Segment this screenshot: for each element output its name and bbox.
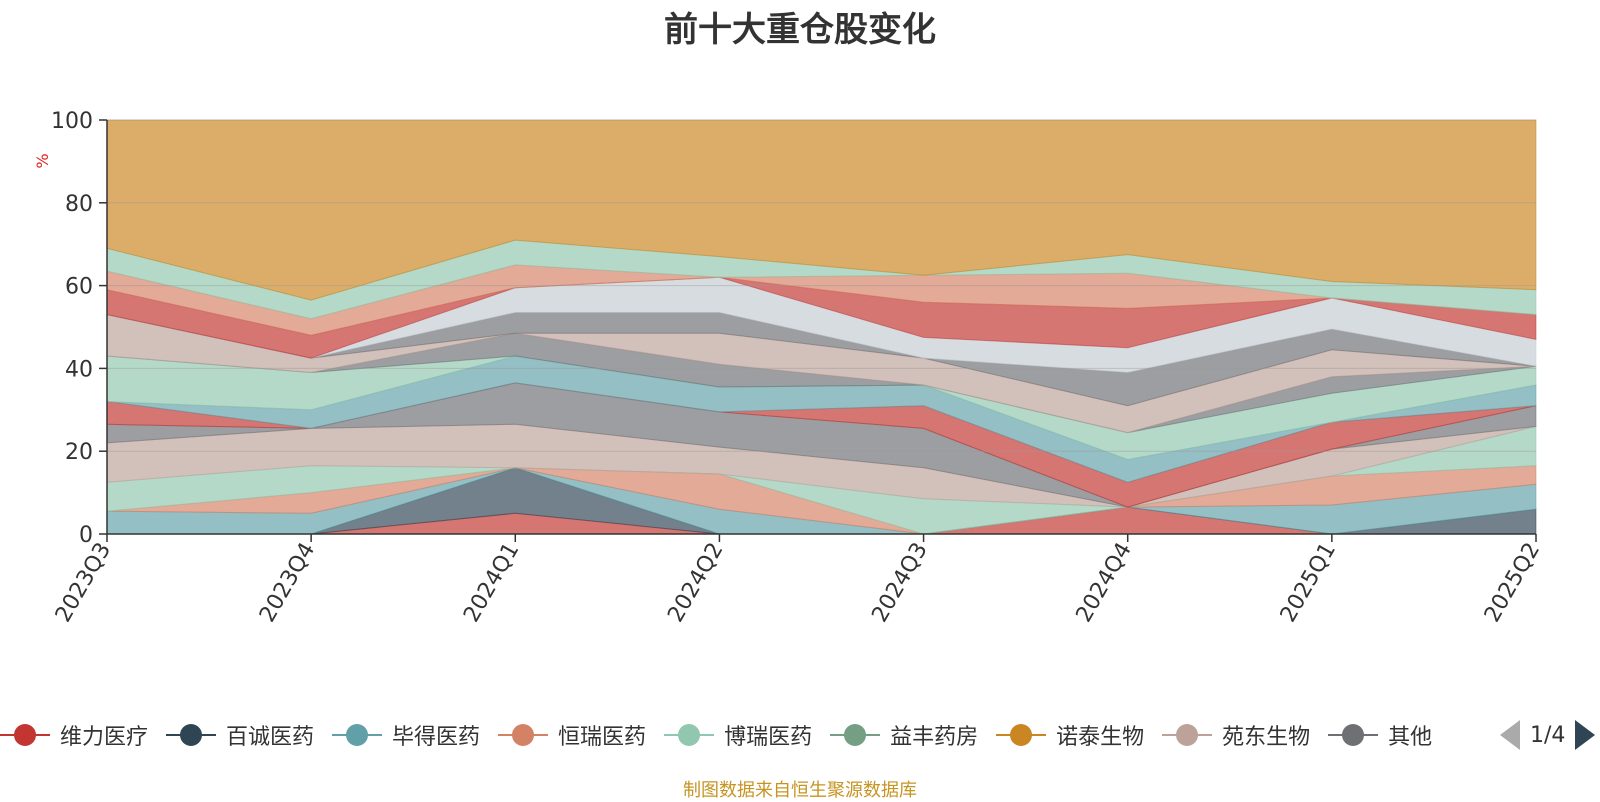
legend-marker-icon bbox=[830, 723, 881, 747]
legend-label: 恒瑞医药 bbox=[558, 725, 647, 750]
legend-pager: 1/4 bbox=[1500, 717, 1596, 753]
chart-title: 前十大重仓股变化 bbox=[664, 10, 936, 50]
legend-item[interactable]: 苑东生物 bbox=[1162, 715, 1310, 755]
legend-label: 博瑞医药 bbox=[724, 725, 813, 750]
legend-marker-icon bbox=[332, 723, 383, 747]
legend-viewport: 维力医疗 百诚医药 毕得医药 恒瑞医药 博瑞医药 益丰药房 诺泰生物 苑东生物 其他 bbox=[0, 715, 1484, 755]
legend-marker-icon bbox=[498, 723, 549, 747]
legend-prev-page-button[interactable] bbox=[1500, 720, 1520, 750]
x-tick-label: 2024Q3 bbox=[867, 539, 932, 627]
y-tick-label: 20 bbox=[65, 440, 93, 465]
legend-marker-icon bbox=[996, 723, 1047, 747]
x-tick-label: 2024Q4 bbox=[1072, 539, 1137, 627]
legend-label: 维力医疗 bbox=[60, 725, 149, 750]
legend-marker-icon bbox=[0, 723, 50, 747]
area-band bbox=[106, 119, 1537, 301]
data-source-note: 制图数据来自恒生聚源数据库 bbox=[683, 780, 917, 801]
legend-item[interactable]: 益丰药房 bbox=[830, 715, 978, 755]
legend-label: 毕得医药 bbox=[392, 725, 481, 750]
y-tick-label: 40 bbox=[65, 357, 93, 382]
legend-item[interactable]: 诺泰生物 bbox=[996, 715, 1144, 755]
legend-item[interactable]: 维力医疗 bbox=[0, 715, 148, 755]
legend-label: 其他 bbox=[1388, 725, 1433, 750]
y-tick-label: 60 bbox=[65, 275, 93, 300]
grid-lines bbox=[107, 119, 1536, 452]
y-axis-unit: % bbox=[33, 153, 52, 168]
x-tick-label: 2024Q2 bbox=[663, 539, 728, 627]
legend-label: 诺泰生物 bbox=[1056, 725, 1145, 750]
legend-marker-icon bbox=[1162, 723, 1213, 747]
legend-item[interactable]: 恒瑞医药 bbox=[498, 715, 646, 755]
area-layers bbox=[106, 119, 1537, 535]
legend-page-indicator: 1/4 bbox=[1530, 722, 1566, 748]
legend-items: 维力医疗 百诚医药 毕得医药 恒瑞医药 博瑞医药 益丰药房 诺泰生物 苑东生物 其他 bbox=[0, 715, 1450, 755]
y-tick-label: 0 bbox=[79, 523, 93, 548]
x-tick-label: 2023Q4 bbox=[255, 539, 320, 627]
legend-marker-icon bbox=[1328, 723, 1379, 747]
legend: 维力医疗 百诚医药 毕得医药 恒瑞医药 博瑞医药 益丰药房 诺泰生物 苑东生物 其他 1/4 bbox=[0, 715, 1600, 755]
y-tick-label: 80 bbox=[65, 192, 93, 217]
legend-item[interactable]: 博瑞医药 bbox=[664, 715, 812, 755]
x-tick-label: 2024Q1 bbox=[459, 539, 524, 627]
legend-marker-icon bbox=[166, 723, 217, 747]
legend-label: 百诚医药 bbox=[226, 725, 315, 750]
legend-next-page-button[interactable] bbox=[1575, 720, 1596, 750]
legend-marker-icon bbox=[664, 723, 715, 747]
y-tick-label: 100 bbox=[51, 109, 93, 134]
x-tick-label: 2023Q3 bbox=[51, 539, 116, 627]
legend-label: 益丰药房 bbox=[890, 725, 979, 750]
legend-label: 苑东生物 bbox=[1222, 725, 1311, 750]
x-tick-label: 2025Q1 bbox=[1276, 539, 1341, 627]
legend-item[interactable]: 其他 bbox=[1328, 715, 1432, 755]
legend-item[interactable]: 百诚医药 bbox=[166, 715, 314, 755]
legend-item[interactable]: 毕得医药 bbox=[332, 715, 480, 755]
x-tick-label: 2025Q2 bbox=[1480, 539, 1545, 627]
